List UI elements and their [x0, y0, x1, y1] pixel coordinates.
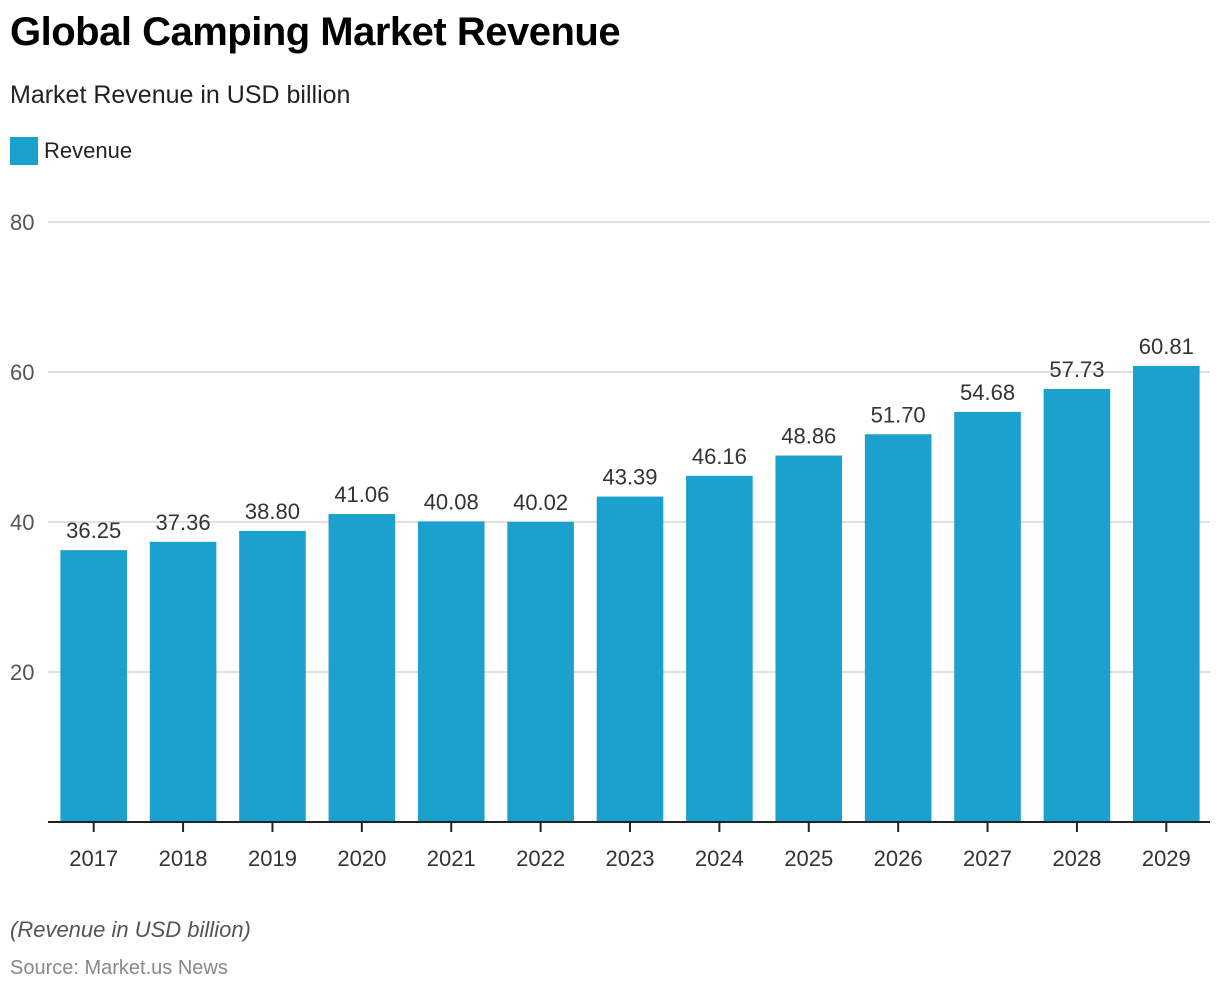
data-label-2028: 57.73: [1049, 357, 1104, 382]
data-label-2017: 36.25: [66, 518, 121, 543]
data-label-2018: 37.36: [156, 510, 211, 535]
x-tick-label-2022: 2022: [516, 846, 565, 871]
data-label-2025: 48.86: [781, 424, 836, 449]
x-tick-label-2019: 2019: [248, 846, 297, 871]
y-tick-label-20: 20: [10, 660, 34, 685]
x-tick-label-2020: 2020: [337, 846, 386, 871]
x-tick-label-2021: 2021: [427, 846, 476, 871]
x-tick-label-2028: 2028: [1052, 846, 1101, 871]
data-label-2029: 60.81: [1139, 334, 1194, 359]
x-tick-label-2029: 2029: [1142, 846, 1191, 871]
x-tick-label-2025: 2025: [784, 846, 833, 871]
y-tick-label-80: 80: [10, 210, 34, 235]
data-label-2026: 51.70: [871, 402, 926, 427]
x-tick-label-2018: 2018: [159, 846, 208, 871]
data-label-2022: 40.02: [513, 490, 568, 515]
x-tick-label-2024: 2024: [695, 846, 744, 871]
legend: Revenue: [10, 137, 132, 165]
x-tick-label-2027: 2027: [963, 846, 1012, 871]
legend-swatch-revenue: [10, 137, 38, 165]
footnote: (Revenue in USD billion): [10, 917, 251, 942]
bar-2023: [596, 496, 664, 822]
bar-2017: [60, 550, 127, 822]
bar-2025: [775, 455, 843, 822]
y-axis-ticks: 20 40 60 80: [10, 210, 34, 685]
bars: [60, 365, 1200, 822]
source-note: Source: Market.us News: [10, 957, 228, 979]
bar-2027: [954, 411, 1021, 822]
y-tick-label-40: 40: [10, 510, 34, 535]
bar-2020: [328, 514, 396, 822]
x-tick-label-2017: 2017: [69, 846, 118, 871]
x-axis: 2017 2018 2019 2020 2021 2022 2023 2024 2025 2026…: [48, 821, 1210, 871]
x-tick-label-2026: 2026: [874, 846, 923, 871]
data-label-2027: 54.68: [960, 380, 1015, 405]
bar-2018: [149, 541, 217, 822]
x-tick-label-2023: 2023: [606, 846, 655, 871]
chart-subtitle: Market Revenue in USD billion: [10, 81, 351, 109]
data-label-2020: 41.06: [334, 482, 389, 507]
bar-2026: [864, 434, 932, 822]
data-label-2024: 46.16: [692, 444, 747, 469]
data-label-2023: 43.39: [602, 465, 657, 490]
bar-2028: [1043, 389, 1111, 822]
chart-title: Global Camping Market Revenue: [10, 10, 621, 54]
bar-2019: [239, 531, 306, 822]
data-label-2019: 38.80: [245, 499, 300, 524]
y-tick-label-60: 60: [10, 360, 34, 385]
bar-2029: [1133, 365, 1200, 822]
bar-2021: [417, 521, 485, 822]
bar-2022: [507, 521, 574, 822]
bar-2024: [686, 475, 753, 822]
data-labels: 36.25 37.36 38.80 41.06 40.08 40.02 43.39 46.16…: [66, 334, 1194, 543]
data-label-2021: 40.08: [424, 489, 479, 514]
legend-label-revenue: Revenue: [44, 138, 133, 163]
